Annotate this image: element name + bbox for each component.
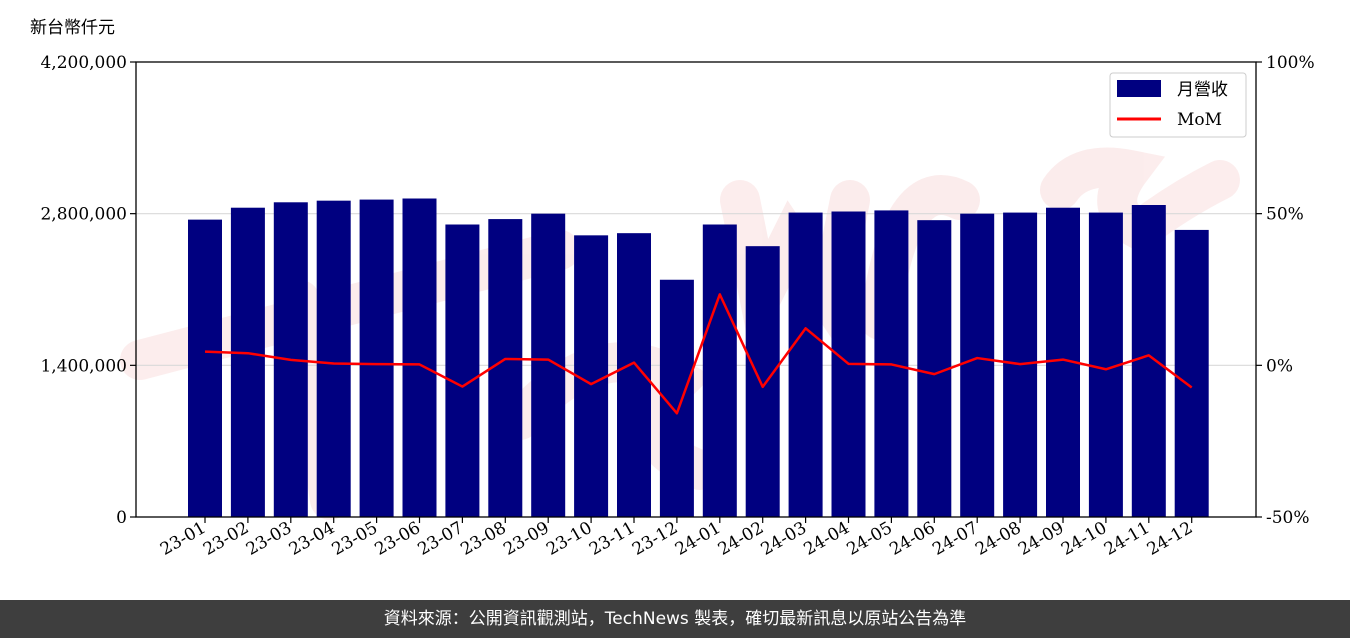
revenue-bar [574, 235, 609, 518]
x-tick-label: 23-03 [243, 518, 295, 560]
x-tick-label: 24-11 [1101, 518, 1153, 560]
x-tick-label: 24-06 [886, 518, 938, 560]
revenue-bar [402, 198, 437, 517]
x-tick-label: 23-07 [414, 518, 466, 560]
x-tick-label: 23-02 [200, 518, 252, 560]
revenue-bar [316, 200, 351, 517]
left-tick-label: 1,400,000 [40, 356, 127, 376]
revenue-bar [445, 224, 480, 517]
x-tick-label: 24-03 [758, 518, 810, 560]
revenue-chart: 新台幣仟元 0 1,400,000 2,800,000 4,200,000 -50% 0%… [30, 18, 1315, 560]
x-tick-label: 23-10 [543, 518, 595, 560]
revenue-bar [1174, 229, 1209, 517]
legend-bar-swatch [1117, 80, 1161, 97]
x-tick-label: 23-01 [157, 518, 209, 560]
revenue-bar [188, 219, 222, 517]
revenue-bar [788, 212, 823, 518]
right-tick-label: 50% [1266, 205, 1304, 225]
right-tick-label: 0% [1266, 356, 1293, 376]
x-tick-label: 24-12 [1144, 518, 1196, 560]
left-tick-label: 2,800,000 [40, 205, 127, 225]
x-tick-label: 24-01 [672, 518, 724, 560]
revenue-bar [359, 199, 394, 518]
right-tick-label: 100% [1266, 53, 1315, 73]
left-tick-label: 0 [116, 508, 127, 528]
right-tick-label: -50% [1266, 508, 1310, 528]
x-tick-label: 23-12 [629, 518, 681, 560]
x-tick-label: 23-04 [286, 518, 338, 560]
left-tick-label: 4,200,000 [40, 53, 127, 73]
x-tick-label: 23-05 [329, 518, 381, 560]
revenue-bar [960, 213, 995, 517]
mom-line [204, 293, 1193, 415]
source-footer: 資料來源：公開資訊觀測站，TechNews 製表，確切最新訊息以原站公告為準 [0, 600, 1350, 638]
plot-frame [135, 61, 1257, 518]
revenue-bar [1131, 205, 1166, 517]
x-tick-label: 24-02 [715, 518, 767, 560]
x-tick-label: 23-08 [457, 518, 509, 560]
x-tick-label: 24-04 [801, 518, 853, 560]
revenue-bar [745, 246, 780, 517]
x-tick-label: 24-08 [972, 518, 1024, 560]
revenue-bar [702, 224, 737, 517]
x-tick-label: 24-05 [843, 518, 895, 560]
x-tick-label: 24-10 [1058, 518, 1110, 560]
legend-label-mom: MoM [1177, 110, 1222, 130]
x-tick-label: 23-11 [586, 518, 638, 560]
x-tick-label: 23-06 [372, 518, 424, 560]
revenue-bar [488, 219, 523, 518]
legend-label-revenue: 月營收 [1177, 80, 1228, 100]
y-axis-unit-label: 新台幣仟元 [30, 18, 115, 38]
x-tick-label: 23-09 [500, 518, 552, 560]
revenue-bar [230, 207, 265, 518]
x-tick-label: 24-09 [1015, 518, 1067, 560]
x-tick-label: 24-07 [929, 518, 981, 560]
